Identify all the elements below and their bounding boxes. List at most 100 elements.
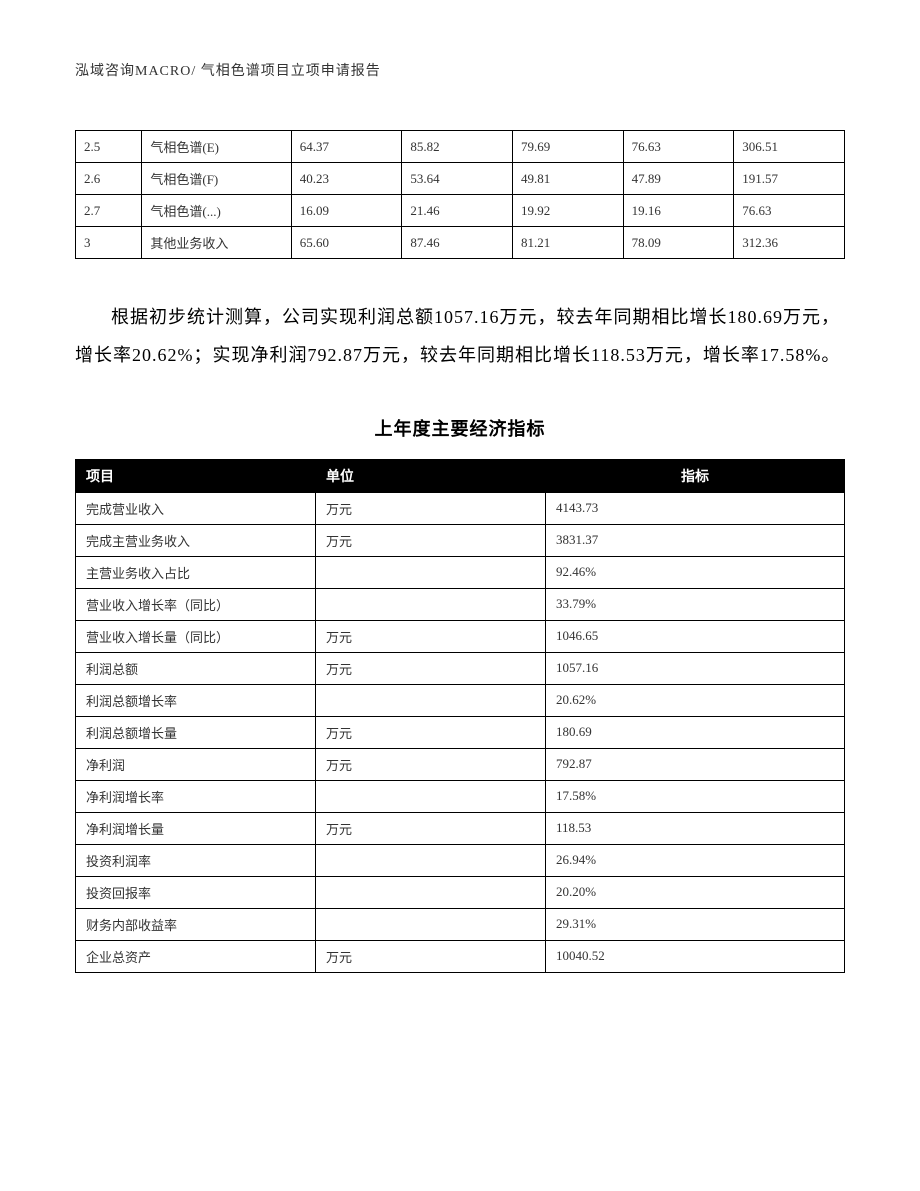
cell-value: 40.23 bbox=[291, 163, 402, 195]
summary-paragraph: 根据初步统计测算，公司实现利润总额1057.16万元，较去年同期相比增长180.… bbox=[75, 299, 845, 375]
cell-value: 79.69 bbox=[513, 131, 624, 163]
cell-item: 营业收入增长率（同比） bbox=[76, 588, 316, 620]
header-item: 项目 bbox=[76, 459, 316, 492]
cell-value: 47.89 bbox=[623, 163, 734, 195]
cell-item: 企业总资产 bbox=[76, 940, 316, 972]
table-row: 净利润增长率 17.58% bbox=[76, 780, 845, 812]
cell-value: 78.09 bbox=[623, 227, 734, 259]
cell-value: 29.31% bbox=[546, 908, 845, 940]
cell-unit: 万元 bbox=[316, 748, 546, 780]
cell-unit bbox=[316, 844, 546, 876]
cell-unit: 万元 bbox=[316, 716, 546, 748]
cell-item: 利润总额 bbox=[76, 652, 316, 684]
cell-item: 主营业务收入占比 bbox=[76, 556, 316, 588]
cell-value: 26.94% bbox=[546, 844, 845, 876]
table-row: 2.7 气相色谱(...) 16.09 21.46 19.92 19.16 76… bbox=[76, 195, 845, 227]
product-revenue-tbody: 2.5 气相色谱(E) 64.37 85.82 79.69 76.63 306.… bbox=[76, 131, 845, 259]
cell-unit: 万元 bbox=[316, 524, 546, 556]
cell-item: 利润总额增长率 bbox=[76, 684, 316, 716]
cell-value: 17.58% bbox=[546, 780, 845, 812]
cell-unit bbox=[316, 684, 546, 716]
table-row: 财务内部收益率 29.31% bbox=[76, 908, 845, 940]
header-indicator: 指标 bbox=[546, 459, 845, 492]
cell-value: 21.46 bbox=[402, 195, 513, 227]
cell-index: 3 bbox=[76, 227, 142, 259]
cell-item: 完成营业收入 bbox=[76, 492, 316, 524]
cell-value: 16.09 bbox=[291, 195, 402, 227]
table-row: 投资回报率 20.20% bbox=[76, 876, 845, 908]
cell-value: 64.37 bbox=[291, 131, 402, 163]
cell-value: 180.69 bbox=[546, 716, 845, 748]
table-header-row: 项目 单位 指标 bbox=[76, 459, 845, 492]
table-row: 营业收入增长量（同比） 万元 1046.65 bbox=[76, 620, 845, 652]
cell-unit bbox=[316, 588, 546, 620]
cell-item: 净利润增长率 bbox=[76, 780, 316, 812]
cell-value: 10040.52 bbox=[546, 940, 845, 972]
table-row: 营业收入增长率（同比） 33.79% bbox=[76, 588, 845, 620]
table-row: 2.6 气相色谱(F) 40.23 53.64 49.81 47.89 191.… bbox=[76, 163, 845, 195]
cell-value: 81.21 bbox=[513, 227, 624, 259]
cell-unit: 万元 bbox=[316, 652, 546, 684]
cell-value: 85.82 bbox=[402, 131, 513, 163]
cell-value: 306.51 bbox=[734, 131, 845, 163]
cell-item: 营业收入增长量（同比） bbox=[76, 620, 316, 652]
cell-value: 312.36 bbox=[734, 227, 845, 259]
cell-index: 2.6 bbox=[76, 163, 142, 195]
cell-value: 1057.16 bbox=[546, 652, 845, 684]
table-row: 2.5 气相色谱(E) 64.37 85.82 79.69 76.63 306.… bbox=[76, 131, 845, 163]
indicators-table: 项目 单位 指标 完成营业收入 万元 4143.73 完成主营业务收入 万元 3… bbox=[75, 459, 845, 973]
cell-index: 2.7 bbox=[76, 195, 142, 227]
table-row: 完成主营业务收入 万元 3831.37 bbox=[76, 524, 845, 556]
cell-unit: 万元 bbox=[316, 812, 546, 844]
table-row: 企业总资产 万元 10040.52 bbox=[76, 940, 845, 972]
table-row: 3 其他业务收入 65.60 87.46 81.21 78.09 312.36 bbox=[76, 227, 845, 259]
cell-value: 4143.73 bbox=[546, 492, 845, 524]
cell-value: 49.81 bbox=[513, 163, 624, 195]
indicators-thead: 项目 单位 指标 bbox=[76, 459, 845, 492]
cell-name: 气相色谱(F) bbox=[142, 163, 291, 195]
cell-value: 20.62% bbox=[546, 684, 845, 716]
table-row: 净利润 万元 792.87 bbox=[76, 748, 845, 780]
table-row: 完成营业收入 万元 4143.73 bbox=[76, 492, 845, 524]
cell-value: 53.64 bbox=[402, 163, 513, 195]
cell-item: 净利润 bbox=[76, 748, 316, 780]
cell-value: 1046.65 bbox=[546, 620, 845, 652]
cell-name: 其他业务收入 bbox=[142, 227, 291, 259]
indicators-table-title: 上年度主要经济指标 bbox=[75, 415, 845, 441]
table-row: 净利润增长量 万元 118.53 bbox=[76, 812, 845, 844]
cell-value: 76.63 bbox=[734, 195, 845, 227]
cell-value: 76.63 bbox=[623, 131, 734, 163]
cell-unit bbox=[316, 556, 546, 588]
cell-unit bbox=[316, 780, 546, 812]
cell-item: 净利润增长量 bbox=[76, 812, 316, 844]
table-row: 投资利润率 26.94% bbox=[76, 844, 845, 876]
cell-item: 利润总额增长量 bbox=[76, 716, 316, 748]
cell-item: 财务内部收益率 bbox=[76, 908, 316, 940]
product-revenue-table: 2.5 气相色谱(E) 64.37 85.82 79.69 76.63 306.… bbox=[75, 130, 845, 259]
cell-value: 792.87 bbox=[546, 748, 845, 780]
cell-unit: 万元 bbox=[316, 940, 546, 972]
cell-value: 65.60 bbox=[291, 227, 402, 259]
cell-value: 19.92 bbox=[513, 195, 624, 227]
cell-unit bbox=[316, 876, 546, 908]
cell-value: 19.16 bbox=[623, 195, 734, 227]
cell-value: 3831.37 bbox=[546, 524, 845, 556]
cell-value: 20.20% bbox=[546, 876, 845, 908]
cell-value: 33.79% bbox=[546, 588, 845, 620]
cell-index: 2.5 bbox=[76, 131, 142, 163]
cell-value: 87.46 bbox=[402, 227, 513, 259]
cell-value: 118.53 bbox=[546, 812, 845, 844]
table-row: 主营业务收入占比 92.46% bbox=[76, 556, 845, 588]
cell-name: 气相色谱(...) bbox=[142, 195, 291, 227]
cell-unit bbox=[316, 908, 546, 940]
table-row: 利润总额 万元 1057.16 bbox=[76, 652, 845, 684]
cell-unit: 万元 bbox=[316, 620, 546, 652]
indicators-tbody: 完成营业收入 万元 4143.73 完成主营业务收入 万元 3831.37 主营… bbox=[76, 492, 845, 972]
cell-name: 气相色谱(E) bbox=[142, 131, 291, 163]
cell-unit: 万元 bbox=[316, 492, 546, 524]
table-row: 利润总额增长量 万元 180.69 bbox=[76, 716, 845, 748]
header-unit: 单位 bbox=[316, 459, 546, 492]
cell-value: 92.46% bbox=[546, 556, 845, 588]
cell-item: 完成主营业务收入 bbox=[76, 524, 316, 556]
table-row: 利润总额增长率 20.62% bbox=[76, 684, 845, 716]
